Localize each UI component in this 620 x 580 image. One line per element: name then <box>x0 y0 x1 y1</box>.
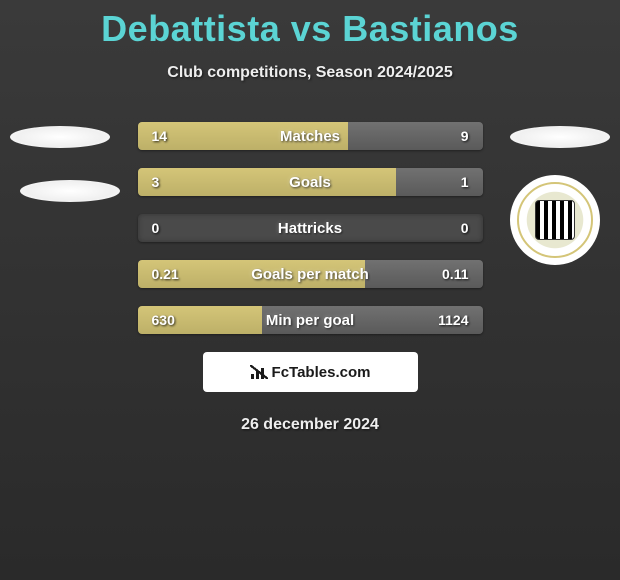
stat-bar-right <box>396 168 482 196</box>
comparison-title: Debattista vs Bastianos <box>0 0 620 50</box>
stats-container: 14Matches9 3Goals1 0Hattricks0 0.21Goals pe… <box>0 82 620 434</box>
stat-row: 3Goals1 <box>138 168 483 196</box>
stat-value-left: 0.21 <box>152 266 179 282</box>
stat-value-left: 14 <box>152 128 168 144</box>
stat-value-right: 1 <box>461 174 469 190</box>
stat-row: 0.21Goals per match0.11 <box>138 260 483 288</box>
stat-row: 0Hattricks0 <box>138 214 483 242</box>
stat-value-left: 0 <box>152 220 160 236</box>
stat-label: Hattricks <box>138 220 483 237</box>
stat-bar-left <box>138 168 397 196</box>
comparison-date: 26 december 2024 <box>0 416 620 434</box>
stat-bar-left <box>138 122 348 150</box>
stat-value-left: 630 <box>152 312 175 328</box>
stat-row: 14Matches9 <box>138 122 483 150</box>
fctables-logo-text: FcTables.com <box>272 364 371 381</box>
stat-row: 630Min per goal1124 <box>138 306 483 334</box>
stat-value-right: 9 <box>461 128 469 144</box>
stats-rows: 14Matches9 3Goals1 0Hattricks0 0.21Goals pe… <box>138 122 483 334</box>
stat-value-right: 0.11 <box>442 266 468 282</box>
comparison-subtitle: Club competitions, Season 2024/2025 <box>0 64 620 82</box>
stat-value-right: 1124 <box>438 312 468 328</box>
stat-value-right: 0 <box>461 220 469 236</box>
fctables-logo[interactable]: FcTables.com <box>203 352 418 392</box>
chart-icon <box>250 365 268 379</box>
stat-value-left: 3 <box>152 174 160 190</box>
